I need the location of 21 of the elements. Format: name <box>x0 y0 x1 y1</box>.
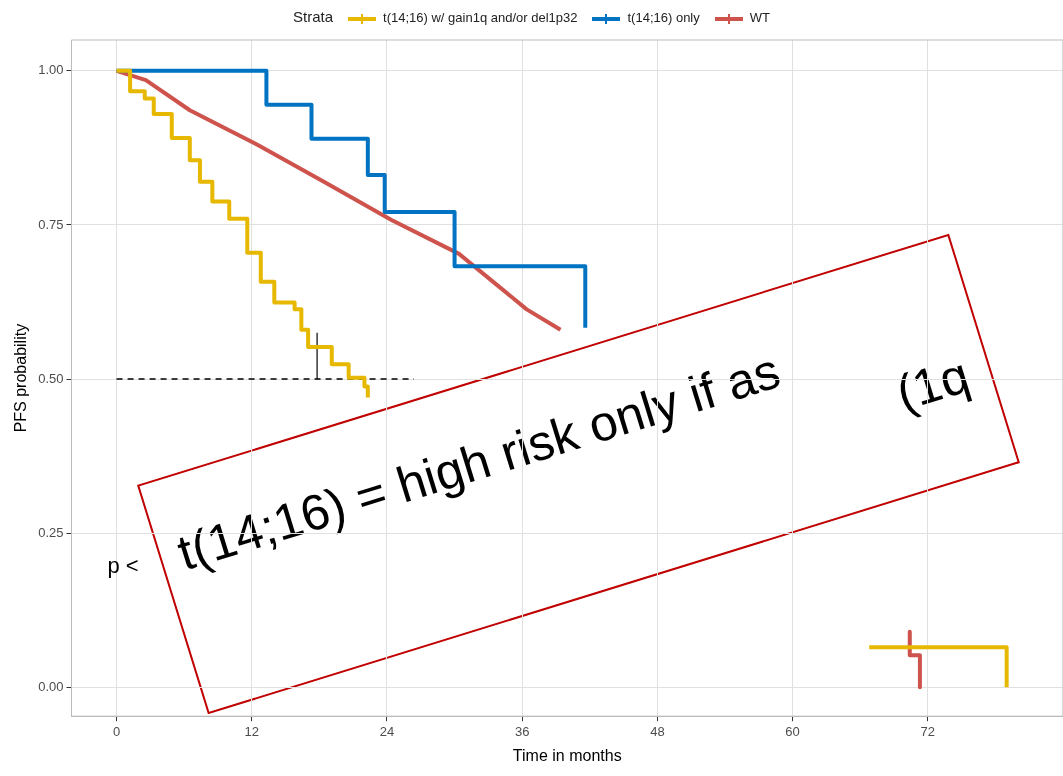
annotation: (1q <box>889 345 976 423</box>
x-axis-title: Time in months <box>512 746 622 764</box>
y-axis-title: PFS probability <box>12 323 30 433</box>
x-tick-label: 36 <box>514 723 530 739</box>
annotation: p < <box>107 553 139 579</box>
legend-label: t(14;16) w/ gain1q and/or del1p32 <box>383 10 578 25</box>
x-tick-label: 12 <box>244 723 260 739</box>
x-tick-label: 72 <box>920 723 936 739</box>
legend-label: WT <box>749 10 770 25</box>
legend-title: Strata <box>293 8 334 25</box>
x-tick-label: 24 <box>379 723 395 739</box>
y-tick-label: 0.75 <box>38 216 64 232</box>
y-tick-label: 0.25 <box>38 524 64 540</box>
annotation: t(14;16) = high risk only if as <box>170 341 787 583</box>
x-tick-label: 48 <box>650 723 665 739</box>
legend-label: t(14;16) only <box>627 10 700 25</box>
x-tick-label: 60 <box>785 723 800 739</box>
x-tick-label: 0 <box>112 723 121 739</box>
y-tick-label: 0.00 <box>38 678 64 694</box>
y-tick-label: 1.00 <box>38 62 64 78</box>
y-tick-label: 0.50 <box>38 370 64 386</box>
